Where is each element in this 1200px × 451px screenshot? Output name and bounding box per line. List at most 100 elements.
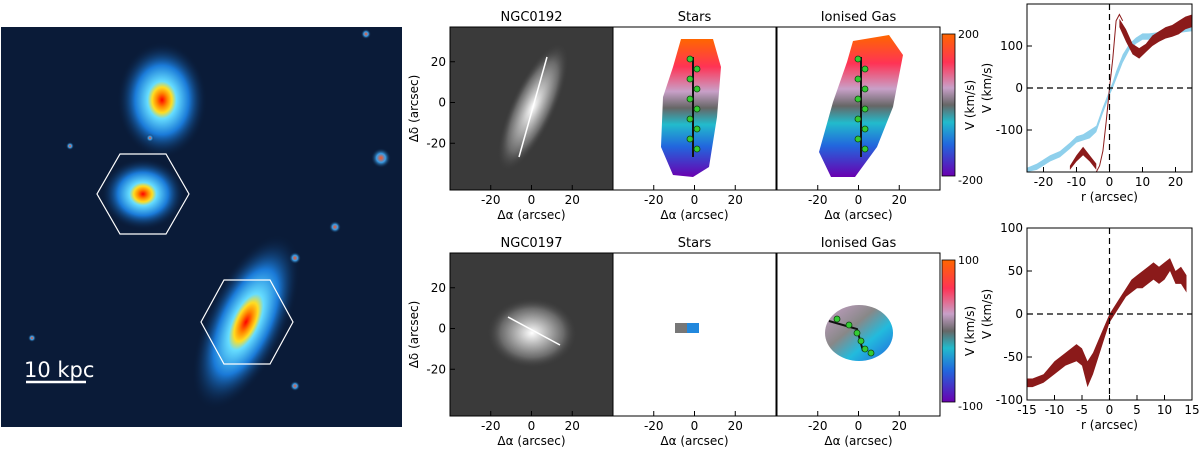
- kinematic-point: [861, 105, 869, 113]
- y-tick-label: -100: [996, 123, 1023, 137]
- x-axis-label: Δα (arcsec): [824, 434, 892, 448]
- x-tick-label: -20: [644, 419, 664, 433]
- kinematic-point: [686, 75, 694, 83]
- x-axis-label: Δα (arcsec): [497, 208, 565, 222]
- x-tick-label: 10: [1157, 403, 1172, 417]
- colorbar-gradient: [941, 33, 956, 177]
- overview-image: 10 kpc: [1, 27, 402, 427]
- colorbar-max-label: 100: [958, 254, 979, 267]
- kinematic-point: [693, 85, 701, 93]
- velocity-colorbar: 100 -100 V (km/s): [941, 254, 983, 413]
- y-axis-label: Δδ (arcsec): [407, 301, 421, 369]
- panel-title: Stars: [678, 10, 712, 25]
- overview-galaxies: [28, 29, 391, 410]
- major-axis-line: [507, 316, 561, 346]
- y-tick-label: -50: [1003, 350, 1023, 364]
- series-band-1: [1069, 146, 1097, 170]
- x-axis-label: Δα (arcsec): [497, 434, 565, 448]
- velocity-field: [661, 39, 721, 177]
- kinematic-point: [686, 135, 694, 143]
- y-tick-label: 100: [1000, 39, 1023, 53]
- kinematic-point: [854, 95, 862, 103]
- panel-title: Ionised Gas: [821, 236, 897, 251]
- x-tick-label: 20: [565, 193, 580, 207]
- x-axis-label: r (arcsec): [1081, 190, 1138, 204]
- ifu-hexagon-ngc0192: [200, 279, 294, 365]
- star: [289, 252, 301, 264]
- x-tick-label: 20: [1168, 175, 1183, 189]
- x-tick-label: -20: [644, 193, 664, 207]
- star: [146, 134, 154, 142]
- series-band-0: [1027, 258, 1187, 388]
- x-tick-label: 20: [565, 419, 580, 433]
- panel-title: Stars: [678, 236, 712, 251]
- y-tick-label: 0: [438, 96, 446, 110]
- x-tick-label: 20: [728, 193, 743, 207]
- x-tick-label: -20: [481, 193, 501, 207]
- galaxy-ngc0197: [101, 158, 185, 230]
- major-axis-line: [518, 56, 548, 158]
- colorbar-min-label: -200: [958, 174, 983, 187]
- scale-bar-label: 10 kpc: [24, 358, 94, 382]
- x-tick-label: 0: [528, 193, 536, 207]
- kinematic-point: [833, 315, 841, 323]
- kinematic-point: [686, 95, 694, 103]
- x-tick-label: 20: [892, 193, 907, 207]
- x-tick-label: -20: [481, 419, 501, 433]
- y-tick-label: 100: [1000, 221, 1023, 235]
- colorbar-min-label: -100: [958, 400, 983, 413]
- kinematic-point: [853, 329, 861, 337]
- map-background: [613, 253, 776, 416]
- y-tick-label: -100: [996, 393, 1023, 407]
- kinematic-point: [693, 105, 701, 113]
- kinematic-point: [861, 345, 869, 353]
- kinematic-point: [861, 145, 869, 153]
- x-tick-label: -10: [1045, 403, 1065, 417]
- y-tick-label: 20: [431, 55, 446, 69]
- star: [66, 142, 74, 150]
- x-tick-label: 15: [1184, 403, 1199, 417]
- kinematic-point: [845, 321, 853, 329]
- x-tick-label: -10: [1067, 175, 1087, 189]
- x-axis-label: Δα (arcsec): [660, 208, 728, 222]
- galaxy-top: [117, 42, 207, 158]
- x-tick-label: 0: [1106, 175, 1114, 189]
- kinematic-point: [693, 65, 701, 73]
- x-axis-label: r (arcsec): [1081, 418, 1138, 432]
- x-tick-label: 20: [892, 419, 907, 433]
- star: [28, 334, 36, 342]
- x-tick-label: 0: [528, 419, 536, 433]
- kinematic-point: [693, 125, 701, 133]
- velocity-colorbar: 200 -200 V (km/s): [941, 28, 983, 187]
- colorbar-max-label: 200: [958, 28, 979, 41]
- y-tick-label: 0: [438, 322, 446, 336]
- x-tick-label: -15: [1017, 403, 1037, 417]
- galaxy-ngc0192: [191, 234, 301, 410]
- x-tick-label: 0: [855, 419, 863, 433]
- kinematic-point: [854, 55, 862, 63]
- kinematic-point: [861, 125, 869, 133]
- x-axis-label: Δα (arcsec): [824, 208, 892, 222]
- plot-area: [1027, 258, 1187, 388]
- kinematic-point: [854, 75, 862, 83]
- x-axis-label: Δα (arcsec): [660, 434, 728, 448]
- kinematic-point: [861, 85, 869, 93]
- x-tick-label: 0: [691, 419, 699, 433]
- kinematic-point: [686, 55, 694, 63]
- x-tick-label: 20: [728, 419, 743, 433]
- star: [371, 148, 391, 168]
- kinematic-point: [867, 349, 875, 357]
- kinematic-point: [686, 115, 694, 123]
- y-axis-label: Δδ (arcsec): [407, 75, 421, 143]
- galaxy-light: [487, 298, 577, 368]
- kinematic-point: [857, 337, 865, 345]
- y-axis-label: V (km/s): [980, 289, 994, 339]
- star: [290, 381, 300, 391]
